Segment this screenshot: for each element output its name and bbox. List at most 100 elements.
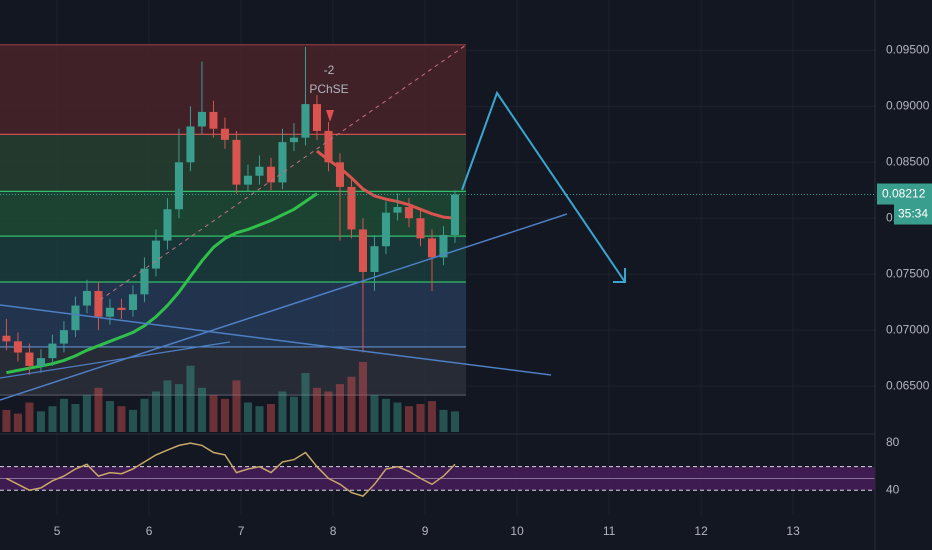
candle-body (2, 335, 11, 342)
fib-band (0, 191, 467, 237)
x-tick-label: 5 (54, 524, 61, 538)
candle-body (289, 137, 298, 143)
candle-body (312, 104, 321, 131)
volume-bar (358, 362, 367, 432)
volume-bar (220, 398, 229, 432)
annotation: -2 (324, 63, 335, 77)
volume-bar (140, 398, 149, 432)
candle-body (48, 343, 57, 359)
y-tick-label: 0.09000 (886, 98, 930, 112)
candle-body (25, 352, 34, 366)
volume-bar (255, 406, 264, 432)
x-tick-label: 13 (786, 524, 800, 538)
volume-bar (36, 411, 45, 432)
countdown-box (894, 204, 932, 225)
candle-body (163, 209, 172, 241)
x-tick-label: 12 (694, 524, 708, 538)
volume-bar (381, 398, 391, 432)
candle-body (416, 218, 425, 239)
volume-bar (335, 384, 344, 432)
volume-bar (163, 380, 172, 432)
volume-bar (278, 391, 287, 432)
volume-bar (232, 380, 241, 432)
volume-bar (393, 402, 402, 432)
candle-body (393, 207, 402, 213)
candle-body (324, 130, 333, 163)
rsi-tick-label: 80 (886, 435, 900, 449)
rsi-tick-label: 40 (886, 482, 900, 496)
candle-body (358, 229, 367, 272)
volume-bar (209, 395, 218, 432)
candle-body (255, 166, 264, 176)
candle-body (232, 139, 241, 185)
volume-bar (82, 395, 91, 432)
volume-bar (301, 373, 310, 432)
volume-bar (25, 402, 34, 432)
trend-line (0, 213, 568, 401)
volume-bar (347, 376, 356, 432)
y-tick-label: 0.08500 (886, 154, 930, 168)
candle-body (13, 341, 22, 353)
candle-body (209, 111, 218, 129)
y-tick-label: 0.09500 (886, 43, 930, 57)
candle-body (140, 268, 149, 295)
candle-body (381, 212, 391, 247)
candle-body (404, 207, 414, 219)
candle-body (370, 246, 379, 272)
volume-bar (71, 404, 80, 432)
candle-body (117, 307, 126, 311)
volume-bar (404, 406, 414, 432)
candle-body (128, 294, 137, 311)
volume-bar (13, 413, 22, 432)
volume-bar (186, 365, 195, 432)
candle-body (59, 330, 68, 344)
annotation: PChSE (309, 82, 348, 96)
candle-body (105, 307, 114, 317)
volume-bar (450, 411, 460, 432)
candle-body (450, 194, 460, 236)
projection (461, 90, 626, 283)
x-tick-label: 7 (238, 524, 245, 538)
y-tick-label: 0.07000 (886, 322, 930, 336)
volume-bar (105, 401, 114, 432)
plot-layer (0, 0, 875, 515)
x-tick-label: 10 (510, 524, 524, 538)
volume-bar (370, 395, 379, 432)
candle-body (243, 175, 252, 185)
x-tick-label: 9 (422, 524, 429, 538)
volume-bar (48, 406, 57, 432)
price-label-box (877, 183, 932, 205)
candle-body (94, 290, 103, 317)
candle-body (186, 126, 195, 163)
volume-bar (439, 409, 448, 432)
moving-average (6, 192, 318, 375)
volume-bar (312, 387, 321, 432)
volume-bar (117, 406, 126, 432)
volume-bar (59, 398, 68, 432)
volume-bar (128, 409, 137, 432)
volume-bar (243, 402, 252, 432)
dashed-trend (99, 44, 467, 301)
x-tick-label: 6 (146, 524, 153, 538)
volume-bar (174, 384, 183, 432)
candle-body (278, 142, 287, 183)
y-tick-label: 0.07500 (886, 266, 930, 280)
volume-bar (324, 391, 333, 432)
fib-band (0, 44, 467, 135)
volume-bar (2, 409, 11, 432)
price-label: 0.08212 (882, 187, 926, 201)
candle-body (266, 166, 275, 183)
volume-bar (197, 387, 206, 432)
countdown: 35:34 (898, 207, 928, 221)
candle-body (427, 238, 437, 258)
y-tick-label: 0.06500 (886, 378, 930, 392)
candle-body (301, 104, 310, 138)
candle-body (347, 186, 356, 230)
projection-arrow (613, 268, 626, 283)
x-tick-label: 8 (330, 524, 337, 538)
x-tick-label: 11 (603, 524, 616, 538)
candle-body (71, 305, 80, 331)
volume-bar (151, 391, 160, 432)
fib-band (0, 236, 467, 283)
volume-bar (266, 404, 275, 432)
